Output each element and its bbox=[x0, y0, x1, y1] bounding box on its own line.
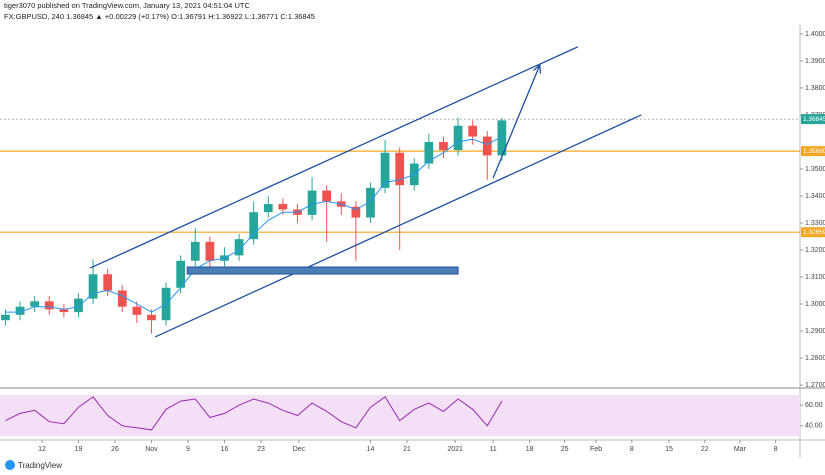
y-tick-label: 1.39000 bbox=[805, 58, 825, 65]
candle-body bbox=[44, 301, 54, 310]
candle-body bbox=[103, 274, 113, 291]
y-tick-label: 1.35000 bbox=[805, 166, 825, 173]
y-tick-label: 1.29000 bbox=[805, 328, 825, 335]
x-tick-label: 21 bbox=[403, 446, 411, 453]
candle-body bbox=[249, 212, 259, 240]
y-tick-label: 1.34000 bbox=[805, 193, 825, 200]
candle-body bbox=[424, 141, 434, 164]
candle-body bbox=[307, 190, 317, 215]
candle-body bbox=[88, 274, 98, 299]
price-label-box bbox=[801, 227, 825, 238]
x-tick-label: 14 bbox=[367, 446, 375, 453]
x-tick-label: 11 bbox=[489, 446, 496, 453]
channel-line bbox=[154, 114, 642, 338]
candle-body bbox=[395, 152, 405, 186]
x-tick-label: Nov bbox=[145, 446, 158, 453]
candle-body bbox=[234, 239, 244, 256]
price-label: 1.35660 bbox=[803, 148, 825, 155]
candle-body bbox=[263, 204, 273, 213]
y-tick-label: 1.40000 bbox=[805, 31, 825, 38]
candle-body bbox=[322, 190, 332, 202]
x-tick-label: 23 bbox=[257, 446, 265, 453]
candle-body bbox=[366, 187, 375, 218]
candle-body bbox=[278, 204, 288, 210]
zone-rect bbox=[186, 266, 459, 275]
x-tick-label: 19 bbox=[75, 446, 83, 453]
footer-brand: TradingView bbox=[18, 461, 62, 470]
x-tick-label: 22 bbox=[701, 446, 709, 453]
x-tick-label: 9 bbox=[186, 446, 190, 453]
candle-body bbox=[176, 260, 186, 288]
rsi-tick-label: 60.00 bbox=[805, 402, 823, 409]
candle-body bbox=[74, 298, 83, 313]
candle-body bbox=[468, 125, 478, 137]
rsi-band bbox=[0, 394, 800, 437]
candle-body bbox=[497, 120, 507, 156]
x-tick-label: 15 bbox=[665, 446, 673, 453]
x-tick-label: 8 bbox=[630, 446, 634, 453]
x-tick-label: 18 bbox=[526, 446, 534, 453]
x-tick-label: Dec bbox=[293, 446, 306, 453]
x-tick-label: 2021 bbox=[447, 446, 463, 453]
moving-average bbox=[5, 136, 503, 313]
candle-body bbox=[30, 301, 40, 307]
y-tick-label: 1.31000 bbox=[805, 274, 825, 281]
x-tick-label: 8 bbox=[774, 446, 778, 453]
y-tick-label: 1.27000 bbox=[805, 382, 825, 389]
candle-body bbox=[439, 141, 448, 151]
candle-body bbox=[482, 136, 492, 156]
y-tick-label: 1.38000 bbox=[805, 85, 825, 92]
candle-body bbox=[453, 125, 463, 151]
channel-line bbox=[89, 46, 579, 269]
trend-arrow bbox=[492, 65, 540, 179]
price-label-box bbox=[801, 114, 825, 125]
y-tick-label: 1.32000 bbox=[805, 247, 825, 254]
price-label-box bbox=[801, 146, 825, 157]
y-tick-label: 1.33000 bbox=[805, 220, 825, 227]
candle-body bbox=[205, 241, 215, 261]
rsi-line bbox=[5, 396, 503, 431]
candle-body bbox=[15, 306, 25, 315]
header-title: tiger3070 published on TradingView.com, … bbox=[4, 1, 250, 10]
candle-body bbox=[117, 290, 127, 307]
x-tick-label: 16 bbox=[221, 446, 229, 453]
x-tick-label: Mar bbox=[734, 446, 747, 453]
candle-body bbox=[59, 309, 69, 313]
y-tick-label: 1.30000 bbox=[805, 301, 825, 308]
price-label: 1.36845 bbox=[803, 116, 825, 123]
candle-body bbox=[147, 314, 156, 321]
logo bbox=[5, 460, 15, 470]
candle-body bbox=[190, 241, 200, 261]
rsi-tick-label: 40.00 bbox=[805, 423, 823, 430]
x-tick-label: 12 bbox=[38, 446, 46, 453]
candle-body bbox=[380, 152, 390, 188]
candle-body bbox=[1, 314, 10, 321]
x-tick-label: Feb bbox=[590, 446, 602, 453]
y-tick-label: 1.28000 bbox=[805, 355, 825, 362]
x-tick-label: 26 bbox=[111, 446, 119, 453]
x-tick-label: 25 bbox=[561, 446, 569, 453]
price-label: 1.32659 bbox=[803, 229, 825, 236]
candle-body bbox=[351, 206, 361, 218]
header-symbol: FX:GBPUSD, 240 1.36845 ▲ +0.00229 (+0.17… bbox=[4, 12, 315, 21]
candle-body bbox=[132, 306, 142, 315]
